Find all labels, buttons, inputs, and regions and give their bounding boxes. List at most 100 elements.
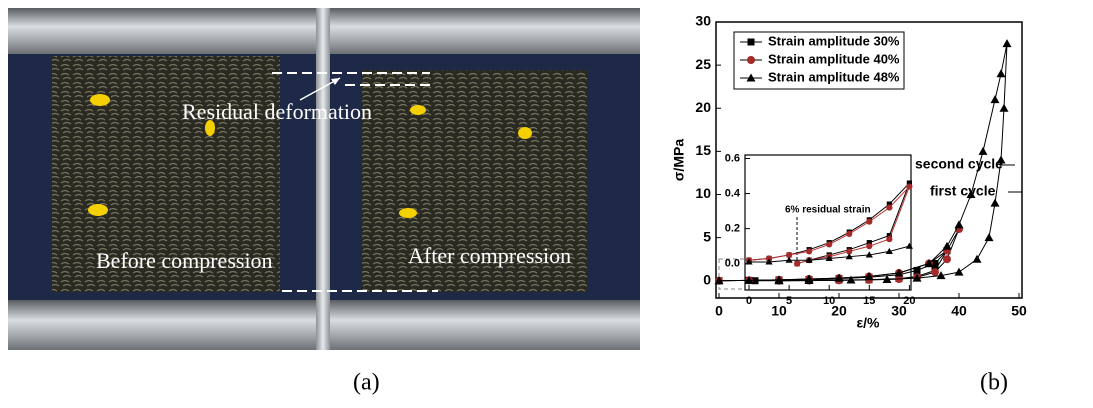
x-tick-label: 10 <box>771 303 787 319</box>
x-axis-label: ε/% <box>857 315 881 331</box>
marker <box>913 266 921 274</box>
y-tick-label: 0.4 <box>725 187 741 199</box>
marker <box>943 255 951 264</box>
marker <box>936 271 946 280</box>
plot-frame <box>715 21 1023 299</box>
marker <box>866 218 873 225</box>
x-tick-label: 0 <box>715 303 723 319</box>
dashed-guides <box>272 72 438 292</box>
y-tick-label: 25 <box>695 56 711 72</box>
marker <box>1002 39 1012 48</box>
marker <box>786 251 793 259</box>
marker <box>906 180 912 186</box>
annotation: first cycle <box>930 183 996 199</box>
marker <box>978 146 988 155</box>
marker <box>745 258 753 265</box>
marker <box>999 103 1009 112</box>
arrow-head <box>331 78 340 85</box>
marker <box>966 190 976 198</box>
y-tick-label: 30 <box>695 13 711 29</box>
x-tick-label: 20 <box>903 295 915 307</box>
marker <box>894 268 904 277</box>
chart: ε/% σ/MPa second cycle first cycle 6% re… <box>671 13 1027 331</box>
marker <box>931 268 939 277</box>
marker <box>886 201 892 207</box>
marker <box>882 274 892 283</box>
panel-label: (a) <box>353 370 380 396</box>
marker <box>996 69 1006 78</box>
x-tick-label: 20 <box>831 303 847 319</box>
marker <box>714 276 724 285</box>
x-tick-label: 30 <box>891 303 907 319</box>
y-tick-label: 5 <box>703 228 711 244</box>
x-tick-label: 15 <box>863 295 875 307</box>
marker <box>825 254 833 262</box>
marker <box>846 275 856 284</box>
marker <box>806 248 813 255</box>
marker <box>886 236 893 243</box>
marker <box>996 155 1006 164</box>
x-tick-label: 0 <box>746 295 752 307</box>
y-tick-label: 0.2 <box>725 223 740 235</box>
x-tick-label: 50 <box>1011 303 1027 319</box>
y-tick-label: 0.0 <box>725 258 740 270</box>
marker <box>885 247 893 255</box>
marker <box>906 183 913 190</box>
marker <box>954 220 964 229</box>
divider <box>316 8 330 350</box>
marker <box>845 253 853 260</box>
marker <box>972 254 982 263</box>
marker <box>990 95 1000 104</box>
marker <box>886 204 893 211</box>
y-tick-label: 20 <box>695 99 711 115</box>
marker <box>866 240 872 246</box>
x-tick-label: 10 <box>823 295 835 307</box>
marker <box>865 251 873 258</box>
marker <box>864 271 874 280</box>
marker <box>846 248 853 255</box>
x-tick-label: 40 <box>951 303 967 319</box>
marker <box>924 259 934 267</box>
marker <box>846 230 853 237</box>
annotation: second cycle <box>915 156 1003 172</box>
annotation-arrow <box>1000 164 1022 193</box>
marker <box>826 241 833 248</box>
marker <box>751 277 759 285</box>
marker <box>990 198 1000 207</box>
marker <box>744 275 754 284</box>
markers-yellow <box>88 94 532 218</box>
marker <box>834 273 844 282</box>
marker <box>912 273 922 282</box>
marker <box>931 260 939 267</box>
marker <box>805 256 813 263</box>
panel-label: (b) <box>980 370 1008 396</box>
legend-label: Strain amplitude 30% <box>768 33 900 48</box>
legend-marker <box>747 56 755 64</box>
legend-marker <box>746 73 756 82</box>
specimen-after <box>362 70 588 292</box>
y-tick-label: 15 <box>695 142 711 158</box>
y-axis-label: σ/MPa <box>671 139 687 181</box>
legend-marker <box>747 38 755 46</box>
marker <box>866 243 873 250</box>
marker <box>794 260 801 267</box>
legend-label: Strain amplitude 48% <box>768 69 900 84</box>
legend-frame <box>733 31 905 90</box>
photo-annotation: Residual deformation <box>182 99 372 124</box>
photo-annotation: After compression <box>408 243 571 268</box>
y-tick-label: 10 <box>695 185 711 201</box>
marker <box>905 242 913 249</box>
photo-annotation: Before compression <box>96 248 273 273</box>
marker <box>774 276 784 285</box>
marker <box>804 275 814 284</box>
specimen-before <box>52 56 280 292</box>
marker <box>942 241 952 250</box>
inset-frame <box>744 154 912 291</box>
marker <box>984 233 994 242</box>
photo: Residual deformation Before compression … <box>8 8 640 350</box>
y-tick-label: 0.6 <box>725 152 740 164</box>
marker <box>954 267 964 276</box>
y-tick-label: 0 <box>703 271 711 287</box>
